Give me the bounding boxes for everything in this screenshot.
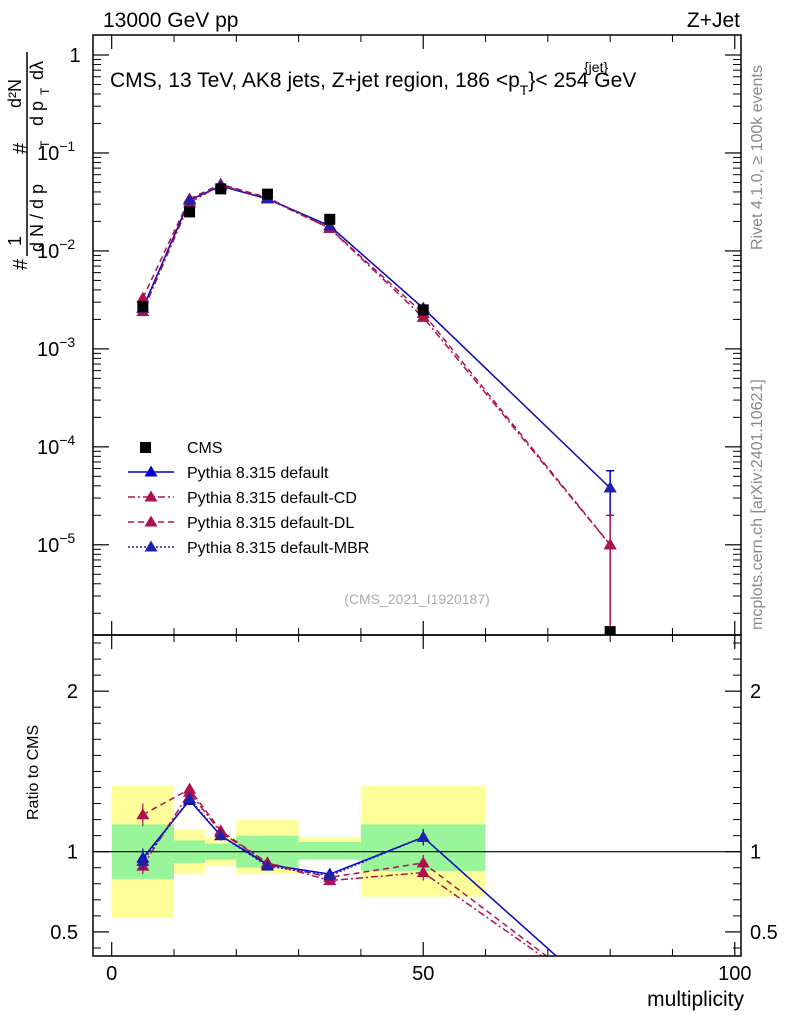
cms-data-point-4 (324, 213, 336, 225)
main-y-axis-label: # 1 d N / d p T # d²N d p T dλ (5, 52, 52, 270)
ratio-y-axis-label: Ratio to CMS (25, 725, 42, 820)
legend-entry-4: Pythia 8.315 default-MBR (187, 540, 369, 557)
chart-title-sup: {jet} (584, 59, 608, 75)
legend-entry-3: Pythia 8.315 default-DL (187, 515, 354, 532)
x-tick-label-2: 100 (718, 963, 751, 985)
ylabel-t-1: T (38, 140, 52, 148)
ratio-plot-frame (92, 634, 742, 957)
legend-cms-marker (140, 442, 151, 453)
header-process-label: Z+Jet (687, 9, 740, 32)
y-tick-label-4: 10−4 (37, 432, 75, 459)
ylabel-hash-1: # (10, 258, 32, 270)
ylabel-numerator-one: 1 (5, 236, 25, 246)
ratio-tick-label-right-0: 0.5 (750, 922, 778, 944)
ratio-tick-label-left-1: 1 (67, 842, 78, 864)
y-tick-label-base-4: 10 (37, 437, 59, 459)
y-tick-label-base-2: 10 (37, 241, 59, 263)
ratio-2-point-5 (416, 856, 430, 868)
legend-marker-4 (144, 540, 158, 552)
y-tick-label-base-3: 10 (37, 339, 59, 361)
y-tick-label-exp-4: −4 (59, 432, 75, 448)
legend-marker-1 (144, 465, 158, 477)
cms-data-point-0 (137, 301, 149, 313)
cms-data-point-5 (417, 304, 429, 316)
ratio-3-point-5 (416, 830, 430, 842)
x-axis-label: multiplicity (647, 988, 744, 1011)
y-tick-label-0: 1 (69, 45, 80, 67)
ylabel-t-2: T (38, 87, 52, 95)
y-tick-label-base-5: 10 (37, 535, 59, 557)
series-2-point-6 (603, 538, 617, 550)
ylabel-dlambda: dλ (27, 61, 47, 80)
ratio-3-point-4 (323, 869, 337, 881)
ylabel-d2n: d²N (5, 79, 25, 108)
header-energy-label: 13000 GeV pp (103, 9, 238, 32)
legend-entry-1: Pythia 8.315 default (187, 465, 329, 482)
green-band-bin-4 (298, 842, 361, 860)
y-tick-label-exp-5: −5 (59, 530, 75, 546)
series-3-point-1 (183, 193, 197, 205)
y-tick-label-base-1: 10 (37, 143, 59, 165)
mcplots-label: mcplots.cern.ch [arXiv:2401.10621] (749, 379, 766, 630)
y-tick-label-exp-2: −2 (59, 236, 75, 252)
legend-entry-0: CMS (187, 440, 223, 457)
legend-marker-2 (144, 490, 158, 502)
series-3-point-6 (603, 481, 617, 493)
ratio-2-point-0 (136, 808, 150, 820)
y-tick-label-exp-1: −1 (59, 138, 75, 154)
ylabel-hash-2: # (10, 142, 32, 154)
ratio-tick-label-right-2: 2 (750, 681, 761, 703)
legend-entry-2: Pythia 8.315 default-CD (187, 490, 357, 507)
ratio-tick-label-left-2: 2 (67, 681, 78, 703)
ratio-3-point-1 (183, 792, 197, 804)
analysis-id-watermark: (CMS_2021_I1920187) (344, 591, 490, 607)
ratio-plot-series (136, 782, 558, 956)
x-tick-label-1: 50 (412, 963, 434, 985)
y-tick-label-exp-3: −3 (59, 334, 75, 350)
cms-data-point-3 (261, 188, 273, 200)
ratio-1-point-5 (416, 866, 430, 878)
y-tick-label-2: 10−2 (37, 236, 75, 263)
ylabel-denominator-dn: d N / d p (27, 184, 47, 252)
rivet-version-label: Rivet 4.1.0, ≥ 100k events (749, 65, 766, 250)
ratio-tick-label-right-1: 1 (750, 842, 761, 864)
series-3-point-4 (323, 219, 337, 231)
ratio-3-point-3 (260, 859, 274, 871)
ratio-2-point-1 (183, 782, 197, 794)
y-tick-label-5: 10−5 (37, 530, 75, 557)
chart-title-suffix: }< 254 GeV (528, 69, 636, 92)
x-tick-label-0: 0 (106, 963, 117, 985)
chart-title-prefix: CMS, 13 TeV, AK8 jets, Z+jet region, 186… (110, 69, 520, 92)
ratio-tick-label-left-0: 0.5 (50, 922, 78, 944)
cms-data-point-1 (184, 206, 196, 218)
legend-marker-3 (144, 515, 158, 527)
y-tick-label-1: 10−1 (37, 138, 75, 165)
chart-title: CMS, 13 TeV, AK8 jets, Z+jet region, 186… (110, 69, 636, 98)
chart-title-sub: T (520, 82, 529, 98)
ylabel-dpt: d p (27, 101, 47, 126)
ratio-3-point-0 (136, 854, 150, 866)
main-plot-series (136, 177, 617, 635)
cms-data-point-2 (215, 183, 227, 195)
ratio-3-point-2 (214, 829, 228, 841)
y-tick-label-3: 10−3 (37, 334, 75, 361)
legend: CMS Pythia 8.315 default Pythia 8.315 defa… (128, 440, 369, 557)
